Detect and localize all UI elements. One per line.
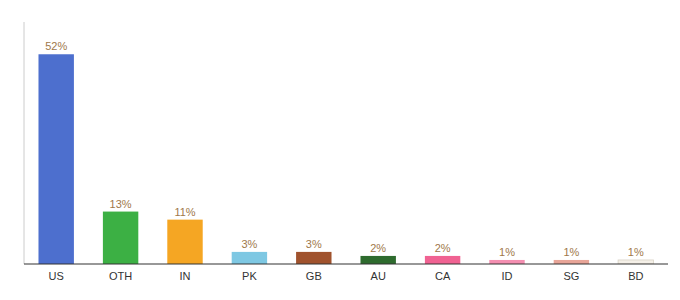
- y-axis-line: [24, 22, 25, 264]
- x-tick-label: SG: [563, 270, 579, 282]
- bar: [489, 260, 524, 264]
- bar: [360, 256, 395, 264]
- data-label: 1%: [628, 246, 644, 258]
- x-tick-labels: US OTH IN PK GB AU CA ID SG BD: [49, 270, 644, 282]
- bar: [103, 212, 138, 264]
- x-tick-label: AU: [371, 270, 386, 282]
- data-label: 13%: [110, 198, 132, 210]
- data-label: 11%: [174, 206, 195, 218]
- x-tick-label: ID: [502, 270, 513, 282]
- x-tick-label: BD: [628, 270, 643, 282]
- bar: [554, 260, 589, 264]
- data-labels: 52% 13% 11% 3% 3% 2% 2% 1% 1% 1%: [45, 40, 644, 258]
- data-label: 2%: [370, 242, 386, 254]
- x-tick-label: PK: [242, 270, 257, 282]
- data-label: 3%: [241, 238, 257, 250]
- bar: [618, 260, 653, 264]
- bar: [296, 252, 331, 264]
- bar: [232, 252, 267, 264]
- data-label: 1%: [499, 246, 515, 258]
- bar: [425, 256, 460, 264]
- data-label: 52%: [45, 40, 67, 52]
- x-tick-label: GB: [306, 270, 322, 282]
- x-tick-label: CA: [435, 270, 451, 282]
- data-label: 1%: [563, 246, 579, 258]
- data-label: 2%: [435, 242, 451, 254]
- x-tick-label: IN: [180, 270, 191, 282]
- bar: [38, 54, 73, 264]
- x-tick-label: US: [49, 270, 64, 282]
- x-axis-line: [24, 263, 668, 264]
- chart-svg: US OTH IN PK GB AU CA ID SG BD 52% 13% 11% 3% 3% 2% 2% 1%…: [0, 0, 680, 300]
- bar: [167, 220, 202, 264]
- chart-container: US OTH IN PK GB AU CA ID SG BD 52% 13% 11% 3% 3% 2% 2% 1%…: [0, 0, 680, 300]
- x-tick-label: OTH: [109, 270, 132, 282]
- bars: [38, 54, 653, 264]
- data-label: 3%: [306, 238, 322, 250]
